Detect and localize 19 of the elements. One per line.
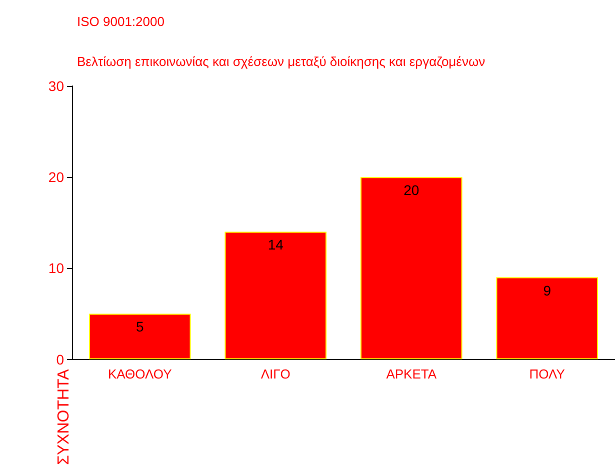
bar: [496, 277, 598, 360]
y-axis-title: ΣΥΧΝΟΤΗΤΑ: [56, 368, 72, 465]
y-tick-label: 20: [48, 169, 64, 186]
data-label: 14: [268, 236, 284, 253]
bar: [224, 232, 327, 360]
chart-title: ISO 9001:2000: [77, 14, 164, 29]
x-tick-label: ΛΙΓΟ: [260, 366, 290, 382]
data-label: 20: [404, 182, 420, 198]
chart-subtitle: Βελτίωση επικοινωνίας και σχέσεων μεταξύ διοίκησης και εργαζομένων: [77, 54, 486, 69]
bar: [88, 314, 191, 360]
y-tick-label: 0: [56, 351, 64, 368]
x-tick-label: ΚΑΘΟΛΟΥ: [108, 366, 172, 382]
y-tick-label: 10: [48, 260, 64, 276]
data-label: 9: [543, 282, 552, 298]
bar: [360, 177, 462, 360]
y-tick-label: 30: [48, 78, 64, 94]
x-tick-label: ΑΡΚΕΤΑ: [386, 366, 437, 382]
data-label: 5: [136, 318, 144, 335]
x-tick-label: ΠΟΛΥ: [529, 366, 566, 382]
